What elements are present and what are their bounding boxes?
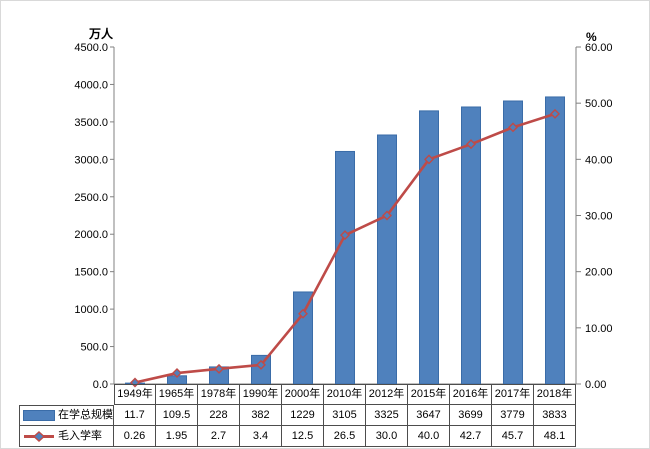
line-marker xyxy=(466,139,476,150)
table-corner-spacer xyxy=(19,384,114,405)
bar xyxy=(335,150,355,385)
left-axis-tick-label: 4000.0 xyxy=(74,79,108,91)
enrollment-value-cell: 3833 xyxy=(534,405,576,426)
gross-rate-value-cell: 45.7 xyxy=(492,426,534,447)
gross-rate-value-cell: 3.4 xyxy=(240,426,282,447)
bar xyxy=(545,96,565,385)
right-axis-tick-label: 0.00 xyxy=(585,379,606,391)
legend-cell-enrollment: 在学总规模 xyxy=(19,405,114,426)
right-axis-tick-label: 30.00 xyxy=(585,211,613,223)
left-axis-tick-label: 3000.0 xyxy=(74,154,108,166)
left-axis-tick-label: 2500.0 xyxy=(74,192,108,204)
line-series-marker-icon xyxy=(24,430,54,442)
left-axis-tick-label: 4500.0 xyxy=(74,42,108,54)
right-axis-unit-label: % xyxy=(586,30,597,44)
line-marker xyxy=(298,308,308,319)
left-axis-unit-label: 万人 xyxy=(88,27,113,41)
left-axis-tick-label: 2000.0 xyxy=(74,229,108,241)
line-series-legend-label: 毛入学率 xyxy=(58,429,102,442)
right-axis-tick-label: 60.00 xyxy=(585,42,613,54)
gross-rate-value-cell: 42.7 xyxy=(450,426,492,447)
left-axis-tick-label: 500.0 xyxy=(80,342,108,354)
legend-cell-gross-rate: 毛入学率 xyxy=(19,426,114,447)
enrollment-value-cell: 382 xyxy=(240,405,282,426)
right-axis-tick-label: 50.00 xyxy=(585,98,613,110)
gross-rate-value-cell: 12.5 xyxy=(282,426,324,447)
bar xyxy=(293,291,313,385)
year-header-cell: 1990年 xyxy=(240,384,282,405)
gross-rate-value-cell: 26.5 xyxy=(324,426,366,447)
line-marker xyxy=(550,108,560,119)
year-header-cell: 2012年 xyxy=(366,384,408,405)
line-marker xyxy=(508,122,518,133)
left-axis-tick-label: 1500.0 xyxy=(74,267,108,279)
year-header-cell: 1949年 xyxy=(114,384,156,405)
gross-rate-value-cell: 30.0 xyxy=(366,426,408,447)
enrollment-value-cell: 109.5 xyxy=(156,405,198,426)
year-header-cell: 2010年 xyxy=(324,384,366,405)
left-axis-tick-label: 0.0 xyxy=(93,379,108,391)
gross-rate-value-cell: 2.7 xyxy=(198,426,240,447)
year-header-cell: 2018年 xyxy=(534,384,576,405)
enrollment-value-cell: 11.7 xyxy=(114,405,156,426)
right-axis-tick-label: 40.00 xyxy=(585,154,613,166)
left-axis-tick-label: 1000.0 xyxy=(74,304,108,316)
bar xyxy=(503,100,523,385)
gross-rate-value-cell: 0.26 xyxy=(114,426,156,447)
bar-series-swatch-icon xyxy=(23,410,55,421)
year-header-cell: 2017年 xyxy=(492,384,534,405)
data-table: 1949年 1965年 1978年 1990年 2000年 2010年 2012年 2015年… xyxy=(19,384,576,447)
enrollment-value-cell: 3325 xyxy=(366,405,408,426)
enrollment-value-cell: 1229 xyxy=(282,405,324,426)
line-marker xyxy=(214,363,224,374)
line-marker xyxy=(130,377,140,388)
year-header-cell: 2000年 xyxy=(282,384,324,405)
bar-series-legend-label: 在学总规模 xyxy=(58,409,113,421)
gross-rate-value-cell: 40.0 xyxy=(408,426,450,447)
line-marker xyxy=(256,359,266,370)
line-marker xyxy=(382,210,392,221)
gross-rate-value-cell: 48.1 xyxy=(534,426,576,447)
year-header-cell: 2015年 xyxy=(408,384,450,405)
right-axis-tick-label: 20.00 xyxy=(585,267,613,279)
left-axis-tick-label: 3500.0 xyxy=(74,117,108,129)
right-axis-tick-label: 10.00 xyxy=(585,323,613,335)
bar xyxy=(419,110,439,385)
line-marker xyxy=(172,368,182,379)
enrollment-value-cell: 228 xyxy=(198,405,240,426)
enrollment-value-cell: 3647 xyxy=(408,405,450,426)
enrollment-value-cell: 3779 xyxy=(492,405,534,426)
enrollment-value-cell: 3105 xyxy=(324,405,366,426)
enrollment-value-cell: 3699 xyxy=(450,405,492,426)
year-header-cell: 2016年 xyxy=(450,384,492,405)
bar xyxy=(377,134,397,385)
line-marker xyxy=(424,154,434,165)
gross-rate-value-cell: 1.95 xyxy=(156,426,198,447)
year-header-cell: 1978年 xyxy=(198,384,240,405)
year-header-cell: 1965年 xyxy=(156,384,198,405)
line-marker xyxy=(340,230,350,241)
